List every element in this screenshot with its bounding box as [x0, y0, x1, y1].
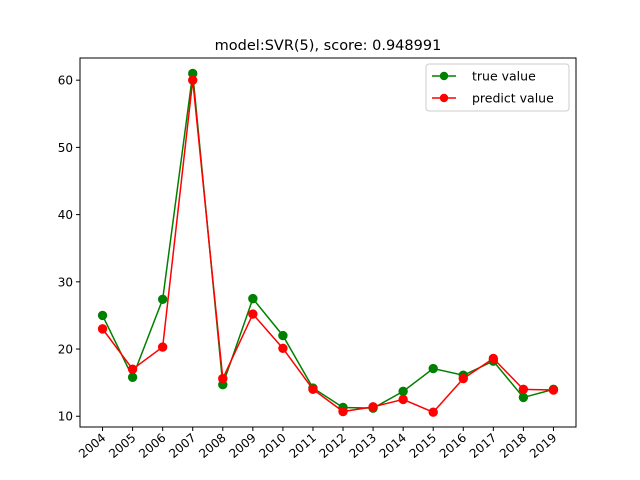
y-tick-label: 30 — [58, 275, 73, 289]
data-point — [127, 372, 138, 382]
y-axis: 10 20 30 40 50 60 — [58, 74, 80, 424]
data-point — [548, 385, 559, 395]
data-point — [308, 384, 318, 395]
series-1 — [97, 75, 559, 417]
data-point — [398, 394, 408, 405]
data-point — [127, 364, 138, 374]
data-point — [157, 294, 168, 304]
y-tick-label: 40 — [58, 208, 73, 222]
legend-swatch-marker — [439, 93, 449, 103]
y-tick-label: 50 — [58, 141, 73, 155]
data-point — [248, 309, 258, 319]
data-point — [518, 392, 529, 403]
series-layer — [97, 68, 559, 417]
data-point — [518, 384, 529, 395]
data-point — [458, 373, 468, 384]
legend-box — [425, 63, 570, 112]
legend-label: predict value — [472, 91, 554, 106]
y-tick-label: 20 — [58, 343, 73, 357]
y-tick-label: 10 — [58, 410, 73, 424]
y-tick-label: 60 — [58, 74, 73, 88]
data-point — [338, 406, 348, 417]
plot-area — [79, 57, 577, 428]
data-point — [218, 373, 228, 384]
data-point — [278, 330, 288, 341]
legend: true value predict value — [425, 63, 570, 112]
data-point — [278, 343, 288, 354]
data-point — [368, 402, 378, 412]
data-point — [428, 363, 438, 374]
series-line — [101, 80, 554, 414]
data-point — [398, 386, 408, 397]
data-point — [428, 407, 438, 417]
data-point — [188, 75, 198, 85]
data-point — [488, 353, 499, 364]
plot-frame — [79, 57, 577, 428]
data-point — [97, 310, 108, 321]
data-point — [97, 324, 108, 334]
legend-label: true value — [472, 69, 536, 84]
data-point — [157, 342, 168, 352]
legend-swatch-marker — [439, 71, 449, 81]
chart-title: model:SVR(5), score: 0.948991 — [215, 38, 442, 54]
data-point — [248, 293, 258, 304]
